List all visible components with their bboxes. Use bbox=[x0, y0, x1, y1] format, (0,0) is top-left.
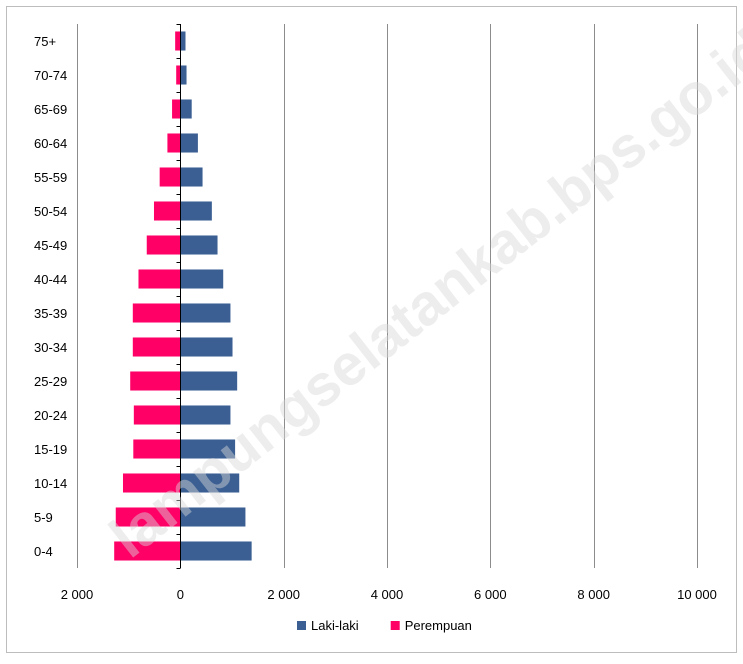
category-label-0-4: 0-4 bbox=[34, 544, 53, 559]
legend-swatch-laki-laki bbox=[297, 621, 306, 630]
bar-laki-laki-40-44 bbox=[180, 269, 224, 289]
bar-laki-laki-60-64 bbox=[180, 133, 198, 153]
bar-laki-laki-70-74 bbox=[180, 65, 187, 85]
category-label-60-64: 60-64 bbox=[34, 136, 67, 151]
category-label-15-19: 15-19 bbox=[34, 442, 67, 457]
category-label-50-54: 50-54 bbox=[34, 204, 67, 219]
legend-swatch-perempuan bbox=[390, 621, 400, 630]
bar-perempuan-35-39 bbox=[132, 303, 181, 323]
bar-layer bbox=[114, 31, 252, 561]
x-tick-label: 4 000 bbox=[371, 587, 404, 602]
x-tick-label: 8 000 bbox=[577, 587, 610, 602]
bar-laki-laki-20-24 bbox=[180, 405, 231, 425]
label-layer: 0-4 5-9 10-14 15-19 20-24 25-29 30-34 35-39 40-4… bbox=[34, 34, 717, 602]
bar-laki-laki-65-69 bbox=[180, 99, 192, 119]
category-label-75+: 75+ bbox=[34, 34, 56, 49]
category-label-10-14: 10-14 bbox=[34, 476, 67, 491]
category-label-5-9: 5-9 bbox=[34, 510, 53, 525]
bar-laki-laki-10-14 bbox=[180, 473, 240, 493]
x-tick-label: 2 000 bbox=[61, 587, 94, 602]
category-label-40-44: 40-44 bbox=[34, 272, 67, 287]
bar-perempuan-0-4 bbox=[114, 541, 181, 561]
category-label-55-59: 55-59 bbox=[34, 170, 67, 185]
x-tick-label: 2 000 bbox=[267, 587, 300, 602]
bar-laki-laki-75+ bbox=[180, 31, 186, 51]
category-label-70-74: 70-74 bbox=[34, 68, 67, 83]
category-label-65-69: 65-69 bbox=[34, 102, 67, 117]
bar-perempuan-25-29 bbox=[130, 371, 181, 391]
bar-perempuan-20-24 bbox=[133, 405, 181, 425]
category-label-35-39: 35-39 bbox=[34, 306, 67, 321]
category-label-30-34: 30-34 bbox=[34, 340, 67, 355]
bar-perempuan-60-64 bbox=[167, 133, 181, 153]
grid-layer bbox=[77, 24, 698, 568]
bar-perempuan-40-44 bbox=[138, 269, 181, 289]
bar-laki-laki-5-9 bbox=[180, 507, 246, 527]
bar-perempuan-70-74 bbox=[176, 65, 181, 85]
bar-perempuan-75+ bbox=[175, 31, 181, 51]
bar-perempuan-65-69 bbox=[172, 99, 181, 119]
legend: Laki-laki Perempuan bbox=[297, 618, 472, 633]
bar-perempuan-30-34 bbox=[132, 337, 181, 357]
x-tick-label: 0 bbox=[177, 587, 184, 602]
bar-laki-laki-45-49 bbox=[180, 235, 218, 255]
legend-label-perempuan: Perempuan bbox=[405, 618, 472, 633]
bar-laki-laki-30-34 bbox=[180, 337, 233, 357]
category-label-25-29: 25-29 bbox=[34, 374, 67, 389]
bar-perempuan-15-19 bbox=[133, 439, 181, 459]
category-label-45-49: 45-49 bbox=[34, 238, 67, 253]
bar-laki-laki-25-29 bbox=[180, 371, 238, 391]
bar-perempuan-55-59 bbox=[159, 167, 181, 187]
bar-laki-laki-0-4 bbox=[180, 541, 252, 561]
bar-laki-laki-35-39 bbox=[180, 303, 231, 323]
bar-perempuan-50-54 bbox=[153, 201, 181, 221]
bar-laki-laki-15-19 bbox=[180, 439, 236, 459]
legend-label-laki-laki: Laki-laki bbox=[311, 618, 359, 633]
category-label-20-24: 20-24 bbox=[34, 408, 67, 423]
axis-layer bbox=[176, 24, 181, 569]
bar-laki-laki-50-54 bbox=[180, 201, 212, 221]
x-tick-label: 6 000 bbox=[474, 587, 507, 602]
bar-laki-laki-55-59 bbox=[180, 167, 203, 187]
x-tick-label: 10 000 bbox=[677, 587, 717, 602]
bar-perempuan-45-49 bbox=[146, 235, 181, 255]
bar-perempuan-10-14 bbox=[122, 473, 181, 493]
bar-perempuan-5-9 bbox=[115, 507, 181, 527]
